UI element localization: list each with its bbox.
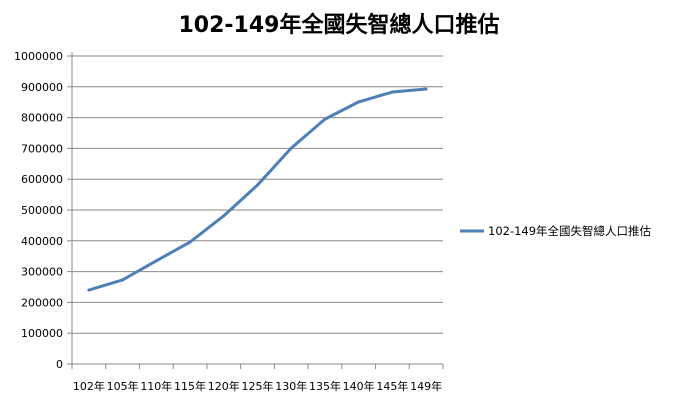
legend-label: 102-149年全國失智總人口推估 [488,224,652,238]
x-tick-label: 145年 [376,379,408,393]
y-tick-label: 400000 [21,235,63,248]
y-tick-label: 200000 [21,296,63,309]
data-point [289,146,293,150]
data-point [121,278,125,282]
x-tick-label: 115年 [174,379,206,393]
y-tick-label: 1000000 [14,50,63,63]
x-tick-label: 140年 [343,379,375,393]
chart-title: 102-149年全國失智總人口推估 [179,12,500,38]
data-point [154,259,158,263]
data-point [256,183,259,187]
y-tick-label: 100000 [21,327,63,340]
series-group [87,87,428,292]
data-point [222,214,226,218]
x-tick-label: 110年 [140,379,172,393]
x-tick-label: 102年 [73,379,105,393]
x-tick-label: 149年 [410,379,442,393]
data-point [390,90,394,94]
y-axis-ticks: 0 100000 200000 300000 400000 500000 600000 700… [14,50,72,371]
x-tick-label: 120年 [208,379,240,393]
y-tick-label: 700000 [21,142,63,155]
data-point [424,87,428,91]
data-point [323,117,327,121]
x-axis-ticks: 102年 105年 110年 115年 120年 125年 130年 135年 140年 145年… [71,364,444,393]
y-tick-label: 500000 [21,204,63,217]
legend: 102-149年全國失智總人口推估 [460,224,652,238]
data-point [87,288,91,292]
x-tick-label: 135年 [309,379,341,393]
y-tick-label: 900000 [21,81,63,94]
x-tick-label: 130年 [275,379,307,393]
y-tick-label: 0 [56,358,63,371]
gridlines [72,55,443,334]
y-tick-label: 800000 [21,112,63,125]
y-tick-label: 300000 [21,266,63,279]
series-line [88,87,427,292]
data-point [188,240,192,244]
x-tick-label: 105年 [107,379,139,393]
data-point [357,100,361,104]
x-tick-label: 125年 [242,379,274,393]
y-tick-label: 600000 [21,173,63,186]
